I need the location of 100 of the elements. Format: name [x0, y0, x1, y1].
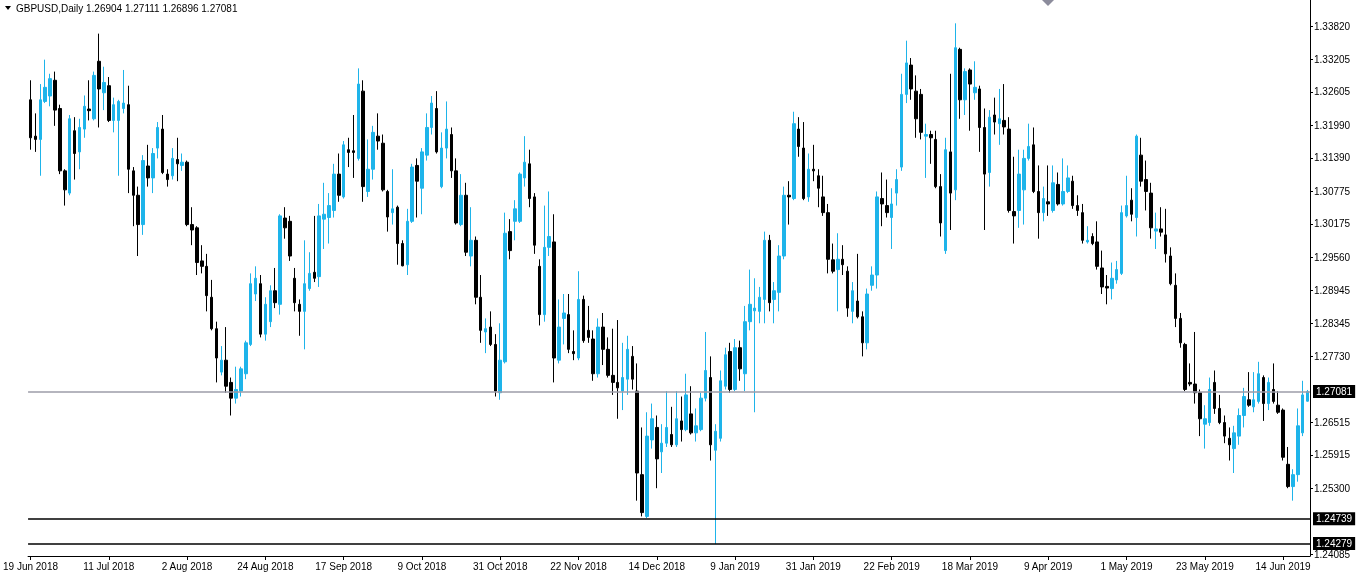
x-tick-label: 9 Apr 2019	[1024, 560, 1073, 572]
candlestick	[768, 234, 771, 312]
candlestick	[259, 274, 262, 338]
candlestick	[567, 293, 570, 354]
y-tick-label: 1.33820	[1314, 20, 1351, 32]
candlestick	[1056, 172, 1060, 207]
candlestick	[763, 231, 766, 324]
candlestick	[1130, 187, 1133, 222]
candlestick	[73, 116, 76, 181]
candlestick	[464, 182, 468, 257]
candlestick	[802, 121, 805, 201]
candlestick	[1071, 175, 1074, 210]
candlestick	[909, 57, 913, 101]
candlestick	[146, 144, 150, 188]
candlestick	[538, 258, 541, 326]
candlestick	[1012, 156, 1016, 245]
candlestick	[973, 60, 977, 101]
candlestick	[1198, 388, 1202, 437]
candlestick	[924, 123, 928, 179]
x-tick-label: 18 Mar 2019	[941, 560, 999, 572]
y-tick-label: 1.32605	[1314, 86, 1351, 98]
candlestick	[724, 347, 727, 390]
candlestick	[954, 22, 957, 201]
candlestick	[494, 333, 497, 398]
candlestick	[591, 329, 595, 382]
candlestick	[684, 373, 688, 432]
candlestick	[1218, 394, 1221, 425]
candlestick	[102, 66, 106, 111]
candlestick	[621, 342, 624, 411]
candlestick	[934, 130, 937, 189]
x-tick-label: 14 Dec 2018	[628, 560, 686, 572]
candlestick	[298, 298, 301, 337]
y-tick-label: 1.24085	[1314, 548, 1351, 560]
candlestick	[171, 147, 174, 181]
ref-line-label: 1.24279	[1316, 538, 1353, 550]
candlestick	[665, 390, 668, 448]
candlestick	[83, 94, 86, 139]
candlestick	[1262, 374, 1265, 422]
candlestick	[254, 265, 257, 302]
candlestick	[1213, 369, 1216, 415]
candlestick	[1174, 272, 1177, 328]
candlestick	[856, 253, 859, 319]
candlestick	[1007, 116, 1011, 214]
candlestick	[851, 281, 854, 324]
candlestick	[352, 114, 355, 179]
candlestick	[357, 67, 360, 162]
candlestick	[1086, 225, 1089, 245]
candlestick	[1002, 83, 1006, 136]
candlestick	[381, 134, 385, 192]
x-tick-label: 11 Jul 2018	[83, 560, 135, 572]
candlestick	[1257, 361, 1260, 405]
candlestick	[484, 317, 487, 354]
candlestick	[415, 157, 419, 219]
x-tick-label: 31 Jan 2019	[785, 560, 842, 572]
candlestick	[998, 88, 1001, 146]
candlestick	[577, 270, 580, 361]
candlestick	[880, 172, 884, 227]
candlestick	[68, 114, 71, 196]
x-tick-label: 14 Jun 2019	[1255, 560, 1312, 572]
candlestick	[738, 340, 742, 382]
candlestick	[655, 415, 659, 489]
candlestick	[719, 369, 722, 443]
candlestick	[1076, 194, 1079, 217]
y-tick-label: 1.26515	[1314, 416, 1351, 428]
candlestick	[596, 317, 600, 379]
candlestick	[342, 140, 345, 200]
candlestick	[391, 168, 394, 226]
candlestick	[640, 426, 644, 517]
candlestick	[861, 310, 864, 357]
x-tick-label: 23 May 2019	[1175, 560, 1235, 572]
candlestick	[1267, 377, 1270, 411]
candlestick	[445, 100, 448, 159]
candlestick	[714, 423, 717, 545]
candlestick	[993, 97, 996, 136]
candlestick	[141, 154, 145, 236]
x-tick-label: 19 Jun 2018	[2, 560, 59, 572]
candlestick	[29, 79, 32, 151]
ref-line-label: 1.24739	[1316, 513, 1353, 525]
x-tick-label: 9 Jan 2019	[710, 560, 761, 572]
candlestick	[1135, 134, 1138, 237]
candlestick	[562, 293, 566, 345]
candlestick	[733, 338, 737, 392]
y-tick-label: 1.25300	[1314, 482, 1351, 494]
candlestick	[900, 73, 903, 172]
candlestick	[787, 180, 791, 226]
candlestick	[459, 173, 463, 227]
candlestick	[313, 215, 316, 283]
candlestick	[376, 112, 380, 151]
candlestick	[963, 67, 967, 116]
candlestick	[273, 267, 277, 309]
y-tick-label: 1.28945	[1314, 284, 1351, 296]
candlestick	[34, 112, 37, 153]
candlestick	[689, 385, 693, 435]
candlestick	[758, 286, 761, 324]
candlestick	[988, 109, 991, 188]
candlestick	[836, 232, 840, 312]
candlestick	[337, 153, 341, 203]
candlestick	[958, 47, 962, 120]
candlestick	[949, 73, 952, 231]
x-tick-label: 31 Oct 2018	[472, 560, 528, 572]
